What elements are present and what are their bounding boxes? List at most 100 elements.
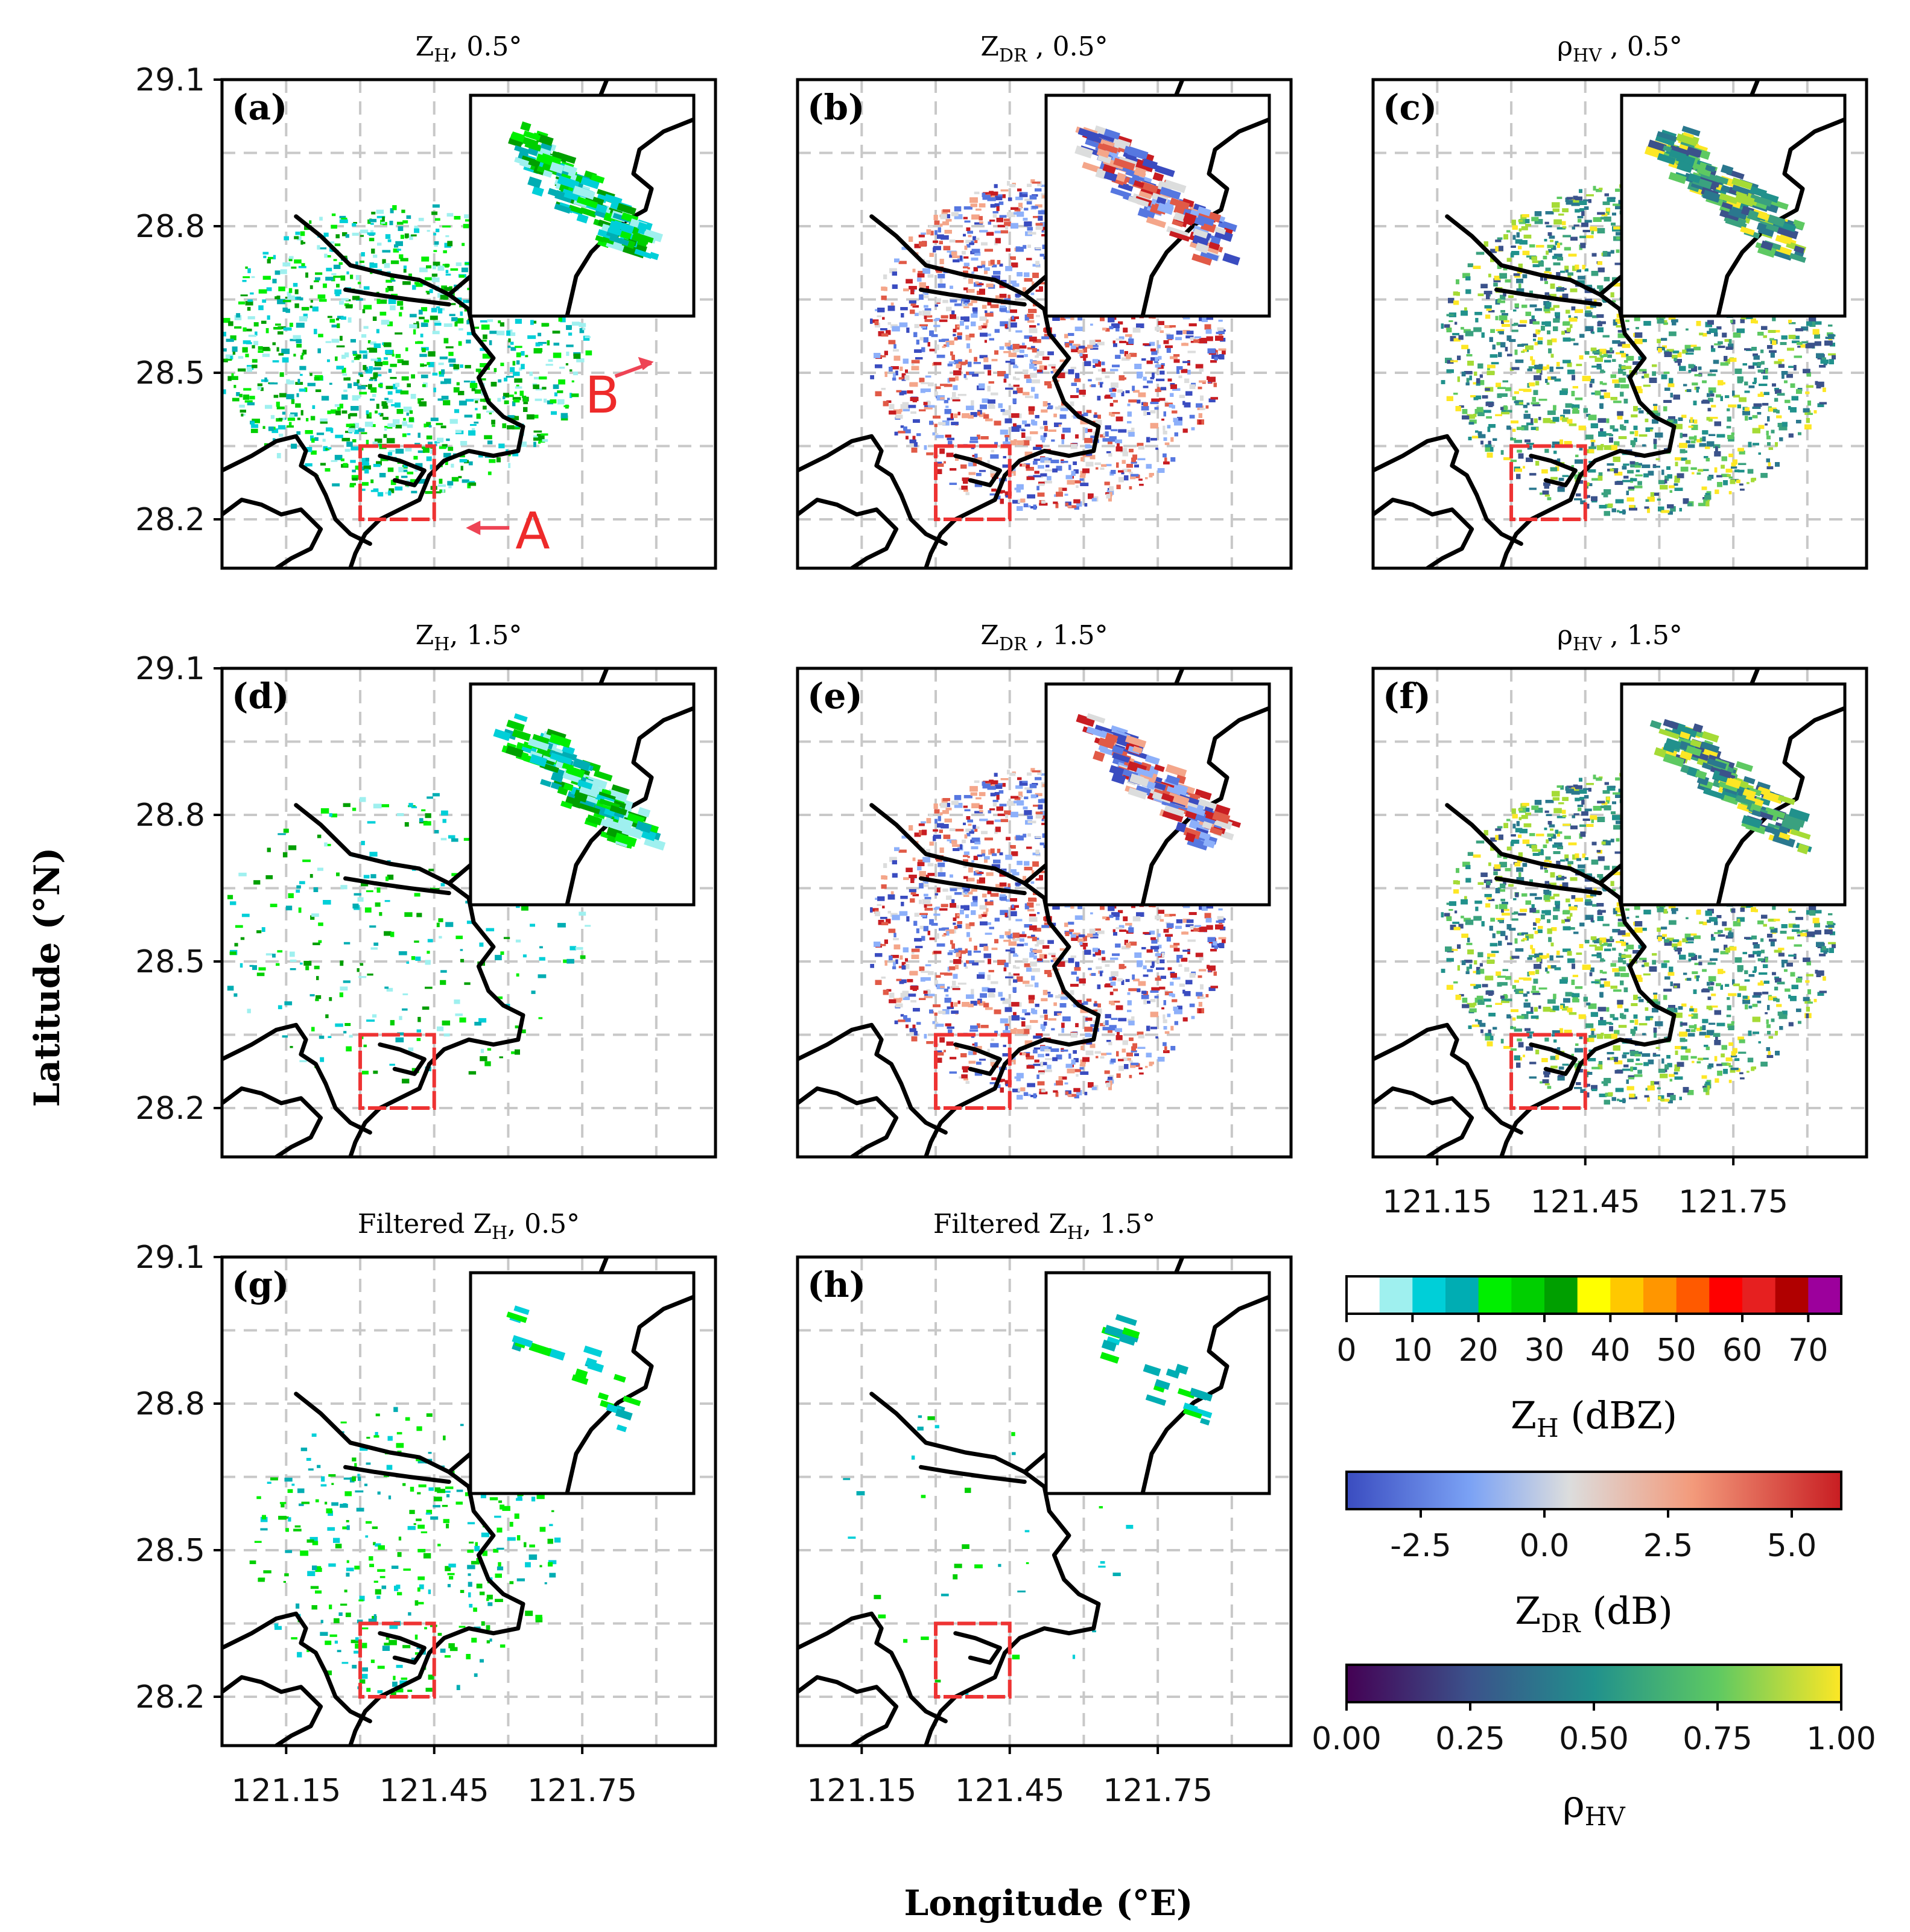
panel-e: (e) ZDR , 1.5° bbox=[796, 620, 1293, 1159]
panel-label: (d) bbox=[232, 676, 289, 717]
y-tick-label: 29.1 bbox=[135, 1240, 205, 1276]
x-axis-label: Longitude (°E) bbox=[904, 1883, 1193, 1924]
colorbar-label: ρHV bbox=[1563, 1782, 1625, 1831]
colorbar-swatch bbox=[1610, 1276, 1644, 1314]
colorbar-tick-label: 20 bbox=[1459, 1332, 1499, 1369]
highlight-box bbox=[1509, 444, 1587, 521]
panel-label: (c) bbox=[1383, 87, 1437, 128]
colorbar-rho: 0.00 0.25 0.50 0.75 1.00 ρHV bbox=[1312, 1664, 1876, 1831]
panel-frame bbox=[1371, 78, 1868, 570]
x-tick-label: 121.15 bbox=[807, 1773, 916, 1809]
inset-g bbox=[469, 1271, 696, 1495]
colorbar-swatch bbox=[1544, 1276, 1578, 1314]
colorbar-tick-label: 50 bbox=[1657, 1332, 1696, 1369]
x-tick-label: 121.15 bbox=[231, 1773, 341, 1809]
colorbar-swatch bbox=[1742, 1276, 1776, 1314]
panel-frame bbox=[1371, 667, 1868, 1159]
colorbar-tick-label: 0.50 bbox=[1559, 1721, 1629, 1757]
colorbar-swatch bbox=[1643, 1276, 1677, 1314]
panel-label: (g) bbox=[232, 1264, 289, 1305]
y-tick-label: 28.2 bbox=[135, 1679, 205, 1715]
panel-frame bbox=[220, 667, 717, 1159]
colorbar-swatch bbox=[1511, 1276, 1545, 1314]
x-tick-label: 121.75 bbox=[1103, 1773, 1213, 1809]
y-tick-label: 28.5 bbox=[135, 1533, 205, 1569]
panel-title: ZDR , 1.5° bbox=[980, 620, 1108, 655]
panel-h: (h) Filtered ZH, 1.5° 121.15 121.45 121.75 bbox=[796, 1209, 1293, 1809]
panel-label: (e) bbox=[807, 676, 863, 717]
colorbar-tick-label: 0.25 bbox=[1435, 1721, 1505, 1757]
y-axis-label: Latitude (°N) bbox=[27, 847, 68, 1107]
panel-frame bbox=[796, 667, 1293, 1159]
colorbar-swatch bbox=[1412, 1276, 1446, 1314]
inset-e bbox=[1044, 682, 1271, 907]
colorbar-label: ZDR (dB) bbox=[1515, 1589, 1673, 1638]
colorbar-swatch bbox=[1347, 1276, 1380, 1314]
colorbar-swatch bbox=[1577, 1276, 1611, 1314]
y-tick-label: 28.2 bbox=[135, 502, 205, 538]
x-tick-label: 121.75 bbox=[1678, 1184, 1788, 1220]
panel-frame bbox=[220, 1255, 717, 1747]
colorbar-tick-label: 70 bbox=[1788, 1332, 1828, 1369]
y-tick-label: 28.2 bbox=[135, 1091, 205, 1127]
y-tick-label: 28.8 bbox=[135, 797, 205, 834]
inset-a bbox=[469, 93, 696, 318]
colorbar-tick-label: 30 bbox=[1525, 1332, 1564, 1369]
colorbar-swatch bbox=[1676, 1276, 1710, 1314]
panel-frame bbox=[220, 78, 717, 570]
colorbar-zh: 0 10 20 30 40 50 60 70 ZH (dBZ) bbox=[1336, 1275, 1842, 1443]
x-tick-label: 121.45 bbox=[955, 1773, 1065, 1809]
highlight-box bbox=[1509, 1033, 1587, 1110]
colorbar-tick-label: -2.5 bbox=[1390, 1528, 1451, 1564]
inset-c bbox=[1620, 93, 1847, 318]
y-tick-label: 29.1 bbox=[135, 651, 205, 687]
panel-label: (f) bbox=[1383, 676, 1431, 717]
panel-title: Filtered ZH, 1.5° bbox=[933, 1209, 1155, 1244]
highlight-box bbox=[934, 1621, 1012, 1699]
annotation-B: B bbox=[585, 356, 654, 425]
colorbar-swatch bbox=[1775, 1276, 1809, 1314]
colorbar-label: ZH (dBZ) bbox=[1511, 1393, 1677, 1443]
inset-b bbox=[1044, 93, 1271, 318]
colorbar-swatch bbox=[1379, 1276, 1413, 1314]
colorbar-tick-label: 40 bbox=[1590, 1332, 1630, 1369]
x-tick-label: 121.75 bbox=[527, 1773, 637, 1809]
colorbar-zdr: -2.5 0.0 2.5 5.0 ZDR (dB) bbox=[1345, 1471, 1842, 1638]
colorbar-tick-label: 0 bbox=[1336, 1332, 1356, 1369]
colorbar-tick-label: 2.5 bbox=[1643, 1528, 1693, 1564]
colorbar-tick-label: 0.0 bbox=[1520, 1528, 1570, 1564]
panel-d: (d) ZH, 1.5° 29.1 28.8 28.5 28.2 bbox=[135, 620, 717, 1159]
colorbar-tick-label: 0.75 bbox=[1683, 1721, 1753, 1757]
svg-text:A: A bbox=[515, 501, 550, 560]
radar-echo-h bbox=[843, 1415, 1134, 1697]
x-tick-label: 121.45 bbox=[1531, 1184, 1640, 1220]
panel-label: (a) bbox=[232, 87, 287, 128]
inset-h bbox=[1044, 1271, 1271, 1495]
y-tick-label: 28.8 bbox=[135, 1386, 205, 1422]
panel-label: (h) bbox=[807, 1264, 866, 1305]
highlight-box bbox=[934, 444, 1012, 521]
panel-g: (g) Filtered ZH, 0.5° 29.1 28.8 28.5 28.2 121.… bbox=[135, 1209, 717, 1809]
colorbar-tick-label: 1.00 bbox=[1806, 1721, 1876, 1757]
highlight-box bbox=[358, 1033, 436, 1110]
svg-text:B: B bbox=[585, 366, 620, 425]
panel-title: Filtered ZH, 0.5° bbox=[358, 1209, 580, 1244]
panel-title: ZH, 0.5° bbox=[416, 31, 522, 66]
highlight-box bbox=[358, 1621, 436, 1699]
annotation-A: A bbox=[466, 501, 550, 560]
panel-title: ZH, 1.5° bbox=[416, 620, 522, 655]
y-tick-label: 28.5 bbox=[135, 944, 205, 980]
panel-f: (f) ρHV , 1.5° 121.15 121.45 121.75 bbox=[1371, 620, 1868, 1220]
colorbar-swatch bbox=[1478, 1276, 1512, 1314]
colorbar-tick-label: 10 bbox=[1392, 1332, 1432, 1369]
panel-label: (b) bbox=[807, 87, 865, 128]
y-tick-label: 29.1 bbox=[135, 62, 205, 98]
colorbar-tick-label: 0.00 bbox=[1312, 1721, 1382, 1757]
panel-c: (c) ρHV , 0.5° bbox=[1371, 31, 1868, 570]
highlight-box bbox=[934, 1033, 1012, 1110]
panel-title: ρHV , 1.5° bbox=[1557, 620, 1683, 655]
highlight-box bbox=[358, 444, 436, 521]
panel-b: (b) ZDR , 0.5° bbox=[796, 31, 1293, 570]
colorbar-swatch bbox=[1709, 1276, 1743, 1314]
